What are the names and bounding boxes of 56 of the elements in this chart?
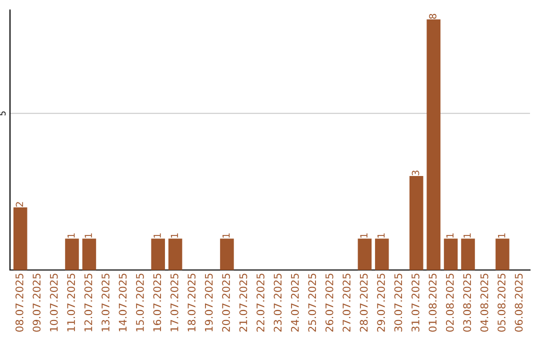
- x-tick-label: 12.07.2025: [84, 274, 92, 332]
- data-label: 1: [464, 233, 471, 238]
- data-label: 3: [412, 170, 420, 176]
- data-label: 1: [360, 233, 368, 238]
- x-tick-label: 11.07.2025: [67, 274, 76, 332]
- data-label: 1: [222, 233, 230, 238]
- x-tick-label: 23.07.2025: [274, 274, 282, 332]
- bar: [13, 207, 28, 270]
- x-tick-label: 08.07.2025: [15, 274, 24, 332]
- data-label: 1: [378, 233, 385, 238]
- x-tick-label: 20.07.2025: [222, 274, 230, 332]
- x-tick-label: 02.08.2025: [446, 274, 454, 332]
- data-label: 2: [16, 202, 24, 207]
- bar: [358, 238, 372, 270]
- bar: [65, 238, 79, 270]
- x-tick-label: 19.07.2025: [204, 274, 213, 332]
- bar: [409, 176, 424, 270]
- x-tick-label: 17.07.2025: [170, 274, 178, 332]
- data-label: 8: [429, 14, 436, 19]
- x-tick-label: 14.07.2025: [118, 274, 127, 332]
- bar: [82, 238, 96, 270]
- bar: [426, 19, 440, 270]
- x-tick-label: 24.07.2025: [290, 274, 299, 332]
- bar: [375, 238, 389, 270]
- data-label: 1: [154, 233, 161, 238]
- x-tick-label: 03.08.2025: [463, 274, 472, 332]
- x-tick-label: 21.07.2025: [239, 274, 248, 332]
- data-label: 1: [170, 233, 178, 238]
- x-tick-label: 18.07.2025: [188, 274, 196, 332]
- data-label: 1: [446, 233, 454, 238]
- x-tick-label: 16.07.2025: [153, 274, 162, 332]
- x-tick-label: 04.08.2025: [480, 274, 488, 332]
- bar: [496, 238, 510, 270]
- bar: [151, 238, 165, 270]
- bar: [220, 238, 234, 270]
- x-tick-label: 06.08.2025: [514, 274, 523, 332]
- bar: [444, 238, 458, 270]
- bar: [461, 238, 475, 270]
- data-label: 1: [498, 233, 506, 238]
- x-tick-label: 15.07.2025: [136, 274, 144, 332]
- x-tick-label: 05.08.2025: [498, 274, 506, 332]
- x-tick-label: 28.07.2025: [360, 274, 368, 332]
- x-tick-label: 31.07.2025: [412, 274, 420, 332]
- x-tick-label: 22.07.2025: [256, 274, 264, 332]
- bar: [168, 238, 182, 270]
- x-tick-label: 10.07.2025: [50, 274, 58, 332]
- x-tick-label: 09.07.2025: [32, 274, 41, 332]
- x-tick-label: 13.07.2025: [102, 274, 110, 332]
- data-label: 1: [68, 233, 75, 238]
- x-tick-label: 29.07.2025: [377, 274, 385, 332]
- x-tick-label: 26.07.2025: [325, 274, 334, 332]
- x-tick-label: 01.08.2025: [428, 274, 437, 332]
- x-tick-label: 27.07.2025: [342, 274, 351, 332]
- x-tick-label: 25.07.2025: [308, 274, 316, 332]
- x-tick-label: 30.07.2025: [394, 274, 402, 332]
- data-label: 1: [84, 233, 92, 238]
